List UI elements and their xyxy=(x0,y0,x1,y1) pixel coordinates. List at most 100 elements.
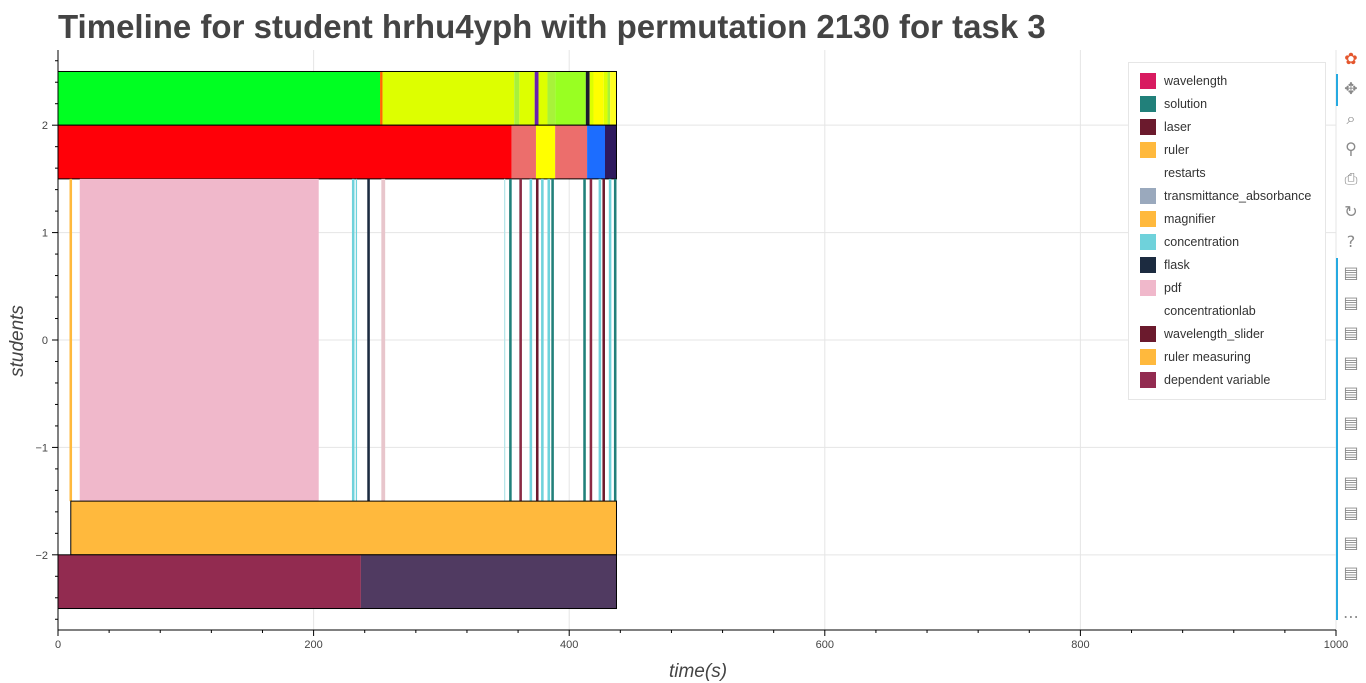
y-tick-label: 1 xyxy=(42,228,48,240)
timeline-segment[interactable] xyxy=(555,125,588,179)
timeline-segment[interactable] xyxy=(519,178,522,502)
legend[interactable]: wavelength solution laser ruler restarts tran… xyxy=(1128,62,1326,400)
legend-label: wavelength xyxy=(1164,74,1228,88)
legend-label: solution xyxy=(1164,97,1208,111)
legend-item[interactable]: ruler xyxy=(1140,140,1189,160)
timeline-segment[interactable] xyxy=(604,125,617,179)
hover-icon[interactable]: ▤ xyxy=(1343,263,1359,282)
timeline-segment[interactable] xyxy=(351,178,355,502)
reset-icon[interactable]: ↻ xyxy=(1344,202,1358,221)
timeline-segment[interactable] xyxy=(69,178,73,502)
timeline-segment[interactable] xyxy=(79,178,319,502)
legend-swatch xyxy=(1140,142,1156,158)
timeline-segment[interactable] xyxy=(541,178,544,502)
legend-item[interactable]: magnifier xyxy=(1140,209,1215,229)
timeline-segment[interactable] xyxy=(381,178,386,502)
legend-label: ruler xyxy=(1164,143,1190,157)
timeline-segment[interactable] xyxy=(602,178,605,502)
hover-icon[interactable]: ▤ xyxy=(1343,323,1359,342)
timeline-segment[interactable] xyxy=(367,178,370,502)
timeline-segment[interactable] xyxy=(547,178,551,502)
timeline-segment[interactable] xyxy=(603,71,608,126)
timeline-segment[interactable] xyxy=(585,71,590,126)
legend-swatch xyxy=(1140,73,1156,89)
wheel-zoom-icon[interactable]: ⚲ xyxy=(1345,139,1357,158)
y-tick-label: −1 xyxy=(35,442,48,454)
legend-label: magnifier xyxy=(1164,212,1216,226)
timeline-segment[interactable] xyxy=(70,501,617,555)
legend-item[interactable]: concentration xyxy=(1140,232,1239,252)
hover-icon[interactable]: ▤ xyxy=(1343,383,1359,402)
timeline-segment[interactable] xyxy=(589,178,593,502)
band-row-bottom xyxy=(57,554,617,610)
x-tick-label: 400 xyxy=(560,639,578,651)
timeline-segment[interactable] xyxy=(613,178,617,502)
legend-item[interactable]: ruler measuring xyxy=(1140,347,1251,367)
timeline-segment[interactable] xyxy=(529,178,533,502)
timeline-segment[interactable] xyxy=(509,178,512,502)
timeline-segment[interactable] xyxy=(538,71,548,126)
legend-swatch xyxy=(1140,211,1156,227)
pan-icon[interactable]: ✥ xyxy=(1344,79,1358,98)
legend-item[interactable]: flask xyxy=(1140,255,1190,275)
timeline-bands xyxy=(57,70,617,610)
legend-item[interactable]: laser xyxy=(1140,117,1191,137)
legend-item[interactable]: transmittance_absorbance xyxy=(1140,186,1311,206)
hover-icon[interactable]: ▤ xyxy=(1343,473,1359,492)
legend-item[interactable]: solution xyxy=(1140,94,1207,114)
timeline-segment[interactable] xyxy=(360,554,617,609)
timeline-segment[interactable] xyxy=(551,178,554,502)
timeline-segment[interactable] xyxy=(608,178,612,502)
y-tick-label: 0 xyxy=(42,335,48,347)
timeline-segment[interactable] xyxy=(593,71,604,126)
legend-item[interactable]: pdf xyxy=(1140,278,1181,298)
more-icon[interactable]: ⋯ xyxy=(1343,607,1359,626)
timeline-segment[interactable] xyxy=(589,71,594,126)
help-icon[interactable]: ? xyxy=(1346,232,1356,251)
legend-item[interactable]: wavelength_slider xyxy=(1140,324,1264,344)
timeline-segment[interactable] xyxy=(58,554,361,609)
timeline-segment[interactable] xyxy=(58,71,381,126)
timeline-segment[interactable] xyxy=(535,125,556,179)
legend-item[interactable]: wavelength xyxy=(1140,71,1227,91)
timeline-segment[interactable] xyxy=(514,71,520,126)
hover-icon[interactable]: ▤ xyxy=(1343,413,1359,432)
timeline-segment[interactable] xyxy=(587,125,605,179)
legend-label: flask xyxy=(1164,258,1190,272)
legend-swatch xyxy=(1140,372,1156,388)
axes: 0 200 400 600 800 1000 −2 −1 0 1 2 xyxy=(35,50,1348,651)
legend-item[interactable]: dependent variable xyxy=(1140,370,1270,390)
timeline-segment[interactable] xyxy=(610,71,617,126)
timeline-segment[interactable] xyxy=(511,125,536,179)
timeline-segment[interactable] xyxy=(504,178,506,502)
hover-icon[interactable]: ▤ xyxy=(1343,293,1359,312)
hover-icon[interactable]: ▤ xyxy=(1343,353,1359,372)
legend-item[interactable]: restarts xyxy=(1140,163,1206,183)
legend-swatch xyxy=(1140,326,1156,342)
timeline-segment[interactable] xyxy=(519,71,535,126)
timeline-segment[interactable] xyxy=(598,178,602,502)
timeline-segment[interactable] xyxy=(583,178,586,502)
timeline-segment[interactable] xyxy=(534,71,539,126)
hover-icon[interactable]: ▤ xyxy=(1343,533,1359,552)
hover-icon[interactable]: ▤ xyxy=(1343,443,1359,462)
save-icon[interactable]: ⎙ xyxy=(1344,169,1358,188)
hover-icon[interactable]: ▤ xyxy=(1343,503,1359,522)
bokeh-logo-icon[interactable]: ✿ xyxy=(1344,49,1358,68)
timeline-segment[interactable] xyxy=(607,71,611,126)
timeline-segment[interactable] xyxy=(380,71,383,126)
timeline-segment[interactable] xyxy=(355,178,358,502)
legend-item[interactable]: concentrationlab xyxy=(1140,301,1256,321)
hover-icon[interactable]: ▤ xyxy=(1343,563,1359,582)
active-tool-indicator xyxy=(1336,74,1338,106)
band-row-lower xyxy=(70,500,617,556)
timeline-segment[interactable] xyxy=(535,178,539,502)
y-axis-label: students xyxy=(7,305,28,377)
timeline-segment[interactable] xyxy=(547,71,556,126)
timeline-segment[interactable] xyxy=(555,71,586,126)
timeline-segment[interactable] xyxy=(382,71,515,126)
box-zoom-icon[interactable]: ⌕ xyxy=(1346,109,1356,128)
toolbar: ✿ ✥ ⌕ ⚲ ⎙ ↻? ▤ ▤ ▤ ▤ ▤ ▤ ▤ ▤ ▤ ▤ ▤ ⋯ xyxy=(1336,46,1366,683)
timeline-segment[interactable] xyxy=(58,125,512,179)
